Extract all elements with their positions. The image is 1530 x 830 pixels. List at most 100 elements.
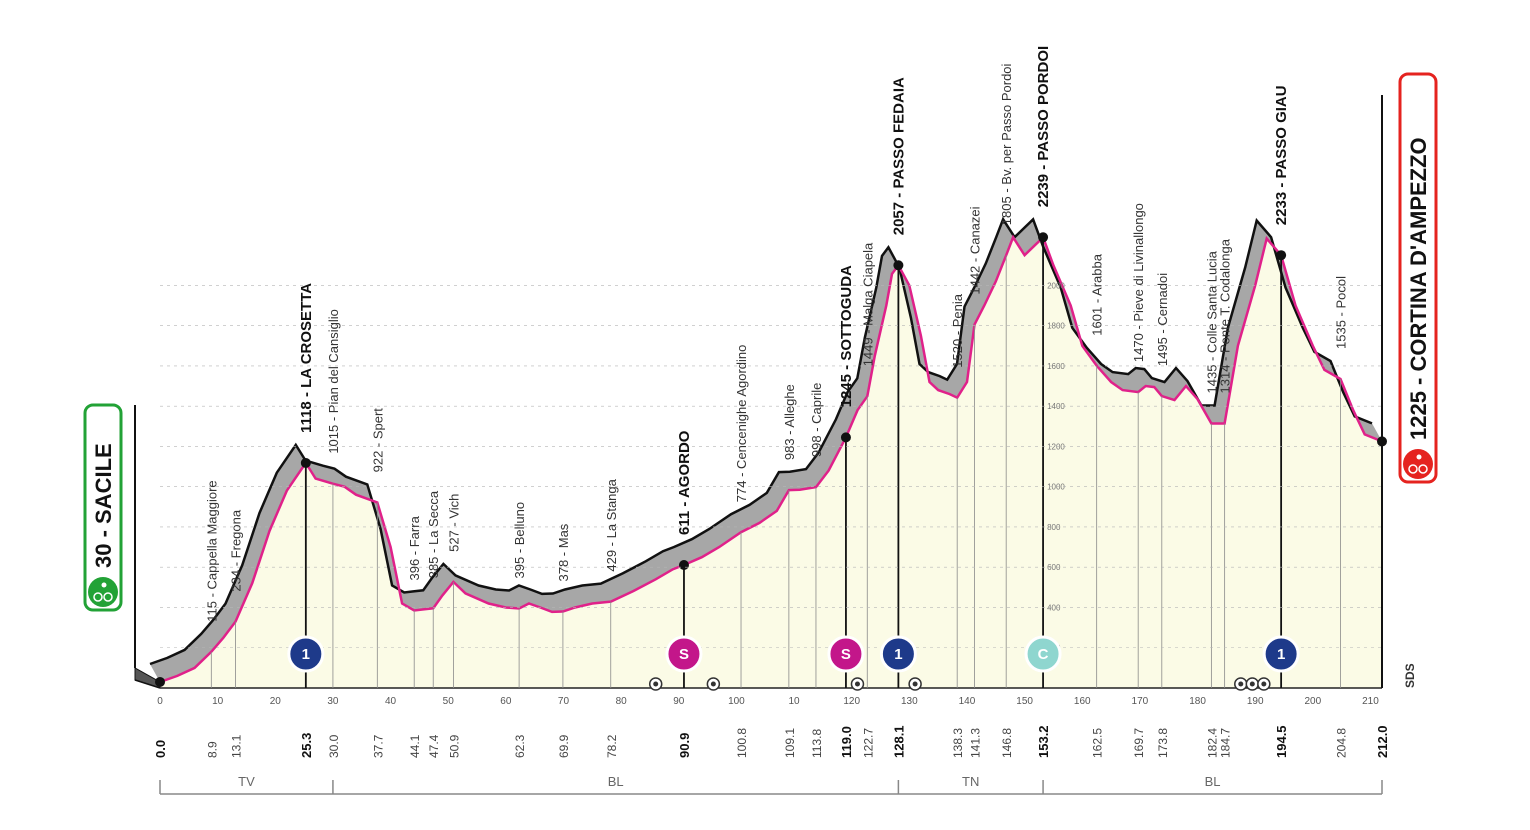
province-label-3: BL: [1205, 774, 1221, 789]
location-label-4: 1015 - Pian del Cansiglio: [326, 309, 341, 454]
location-dot-30: [1377, 436, 1387, 447]
location-label-9: 395 - Belluno: [512, 502, 527, 579]
km-label-19: 138.3: [951, 728, 965, 758]
ridge-line: [149, 216, 1373, 666]
location-label-15: 998 - Caprile: [809, 383, 824, 457]
km-label-20: 141.3: [968, 728, 982, 758]
alt-tick-0-6: 1400: [1047, 402, 1065, 411]
alt-tick-0-1: 400: [1047, 603, 1061, 612]
km-label-14: 109.1: [783, 728, 797, 758]
marker-letter-4: C: [1038, 646, 1049, 663]
profile-area: [134, 95, 1383, 689]
bike-icon-wheel-a-1: [1408, 464, 1418, 474]
location-label-5: 922 - Spert: [370, 408, 385, 473]
km-label-1: 8.9: [205, 741, 219, 758]
km-label-0: 0.0: [153, 740, 168, 758]
endpoint-icon-finish: [1403, 449, 1433, 479]
location-dot-16: [840, 432, 851, 443]
km-label-10: 69.9: [557, 734, 571, 758]
location-label-18: 2057 - PASSO FEDAIA: [890, 77, 907, 235]
km-label-4: 30.0: [327, 734, 341, 758]
location-dot-0: [155, 676, 165, 687]
tunnel-icon-core-1: [710, 681, 716, 687]
endpoint-label-finish: 1225 - CORTINA D'AMPEZZO: [1406, 137, 1431, 440]
location-label-7: 385 - La Secca: [426, 490, 441, 578]
location-dot-12: [678, 560, 689, 571]
province-label-2: TN: [962, 774, 979, 789]
location-label-8: 527 - Vich: [446, 494, 461, 552]
province-bar: TV BL TN BL: [159, 774, 1383, 795]
km-label-26: 182.4: [1205, 728, 1219, 758]
location-label-12: 611 - AGORDO: [676, 430, 693, 535]
location-label-24: 1470 - Pieve di Livinallongo: [1131, 203, 1146, 362]
km-label-5: 37.7: [371, 734, 385, 758]
marker-letter-2: S: [841, 646, 851, 663]
endpoint-badge-finish: [1398, 72, 1438, 484]
km-tick-20: 200: [1304, 696, 1321, 707]
km-tick-17: 170: [1132, 696, 1149, 707]
location-label-23: 1601 - Arabba: [1090, 253, 1105, 335]
alt-tick-0-8: 1800: [1047, 322, 1065, 331]
endpoint-icon-start: [88, 577, 118, 607]
marker-sprint-2: [827, 635, 865, 673]
km-tick-16: 160: [1074, 696, 1091, 707]
km-label-28: 194.5: [1274, 725, 1289, 758]
marker-letter-3: 1: [894, 646, 902, 663]
bike-icon-wheel-b-1: [1418, 464, 1428, 474]
profile-fill: [160, 237, 1382, 689]
km-label-2: 13.1: [230, 734, 244, 758]
km-tick-1: 10: [212, 696, 224, 707]
km-label-13: 100.8: [735, 728, 749, 758]
km-label-7: 47.4: [427, 734, 441, 758]
alt-tick-0-2: 600: [1047, 563, 1061, 572]
location-label-11: 429 - La Stanga: [604, 478, 619, 571]
province-label-0: TV: [238, 774, 255, 789]
km-label-8: 50.9: [447, 734, 461, 758]
location-label-25: 1495 - Cernadoi: [1155, 273, 1170, 366]
marker-letter-0: 1: [302, 646, 310, 663]
km-tick-7: 70: [558, 696, 570, 707]
alt-tick-0-9: 2000: [1047, 281, 1065, 290]
location-labels: 115 - Cappella Maggiore 234 - Fregona 1118…: [204, 46, 1348, 622]
km-tick-13: 130: [901, 696, 918, 707]
location-label-22: 2239 - PASSO PORDOI: [1035, 46, 1052, 207]
location-dot-18: [893, 260, 904, 271]
km-tick-15: 150: [1016, 696, 1033, 707]
bike-icon-rider-1: [1416, 454, 1422, 460]
marker-letter-1: S: [679, 646, 689, 663]
alt-tick-0-4: 1000: [1047, 483, 1065, 492]
location-label-20: 1442 - Canazei: [967, 206, 982, 294]
km-tick-21: 210: [1362, 696, 1379, 707]
km-label-18: 128.1: [891, 725, 906, 758]
bike-icon-wheel-a-0: [93, 592, 103, 602]
endpoint-label-start: 30 - SACILE: [91, 443, 116, 568]
km-tick-5: 50: [443, 696, 455, 707]
tunnel-icon-core-4: [1238, 681, 1244, 687]
km-tick-12: 120: [843, 696, 860, 707]
location-label-26: 1435 - Colle Santa Lucia: [1204, 250, 1219, 393]
km-label-30: 212.0: [1375, 725, 1390, 758]
location-label-6: 396 - Farra: [407, 515, 422, 580]
km-label-16: 119.0: [839, 726, 854, 758]
km-tick-19: 190: [1247, 696, 1264, 707]
km-label-6: 44.1: [408, 734, 422, 758]
km-label-12: 90.9: [677, 733, 692, 758]
km-tick-4: 40: [385, 696, 397, 707]
profile-side-edge: [134, 679, 161, 689]
location-label-28: 2233 - PASSO GIAU: [1273, 85, 1290, 225]
alt-tick-0-3: 800: [1047, 523, 1061, 532]
km-tick-18: 180: [1189, 696, 1206, 707]
location-label-13: 774 - Cencenighe Agordino: [734, 345, 749, 503]
location-dot-22: [1038, 232, 1049, 243]
location-dot-3: [300, 457, 311, 468]
location-label-1: 115 - Cappella Maggiore: [204, 480, 219, 621]
km-tick-8: 80: [616, 696, 628, 707]
km-label-11: 78.2: [605, 734, 619, 758]
km-tick-6: 60: [500, 696, 512, 707]
bike-icon-wheel-b-0: [103, 592, 113, 602]
km-tick-14: 140: [959, 696, 976, 707]
km-label-22: 153.2: [1036, 725, 1051, 758]
km-tick-11: 10: [788, 696, 800, 707]
location-label-10: 378 - Mas: [556, 523, 571, 581]
